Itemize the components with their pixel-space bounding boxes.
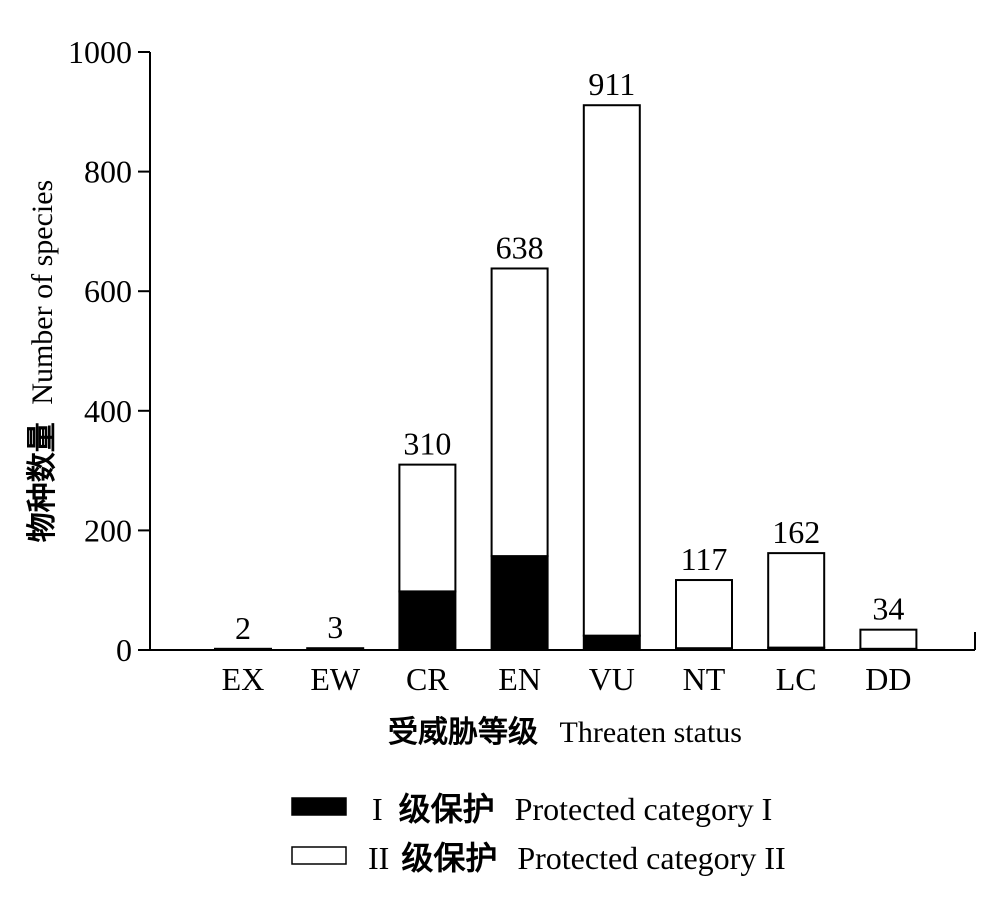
y-tick-label: 400	[84, 393, 132, 429]
x-category-label-cr: CR	[406, 661, 449, 697]
bar-segment-vu-series-1	[582, 634, 641, 652]
legend-cn-2: 级保护	[401, 839, 497, 877]
bar-segment-cr-series-2	[398, 463, 457, 593]
y-axis-title: 物种数量 Number of species	[25, 180, 60, 542]
legend-swatch-category-1	[291, 797, 347, 816]
legend-cn-1: 级保护	[399, 790, 495, 828]
bar-total-label-lc: 162	[772, 514, 820, 550]
y-tick-label: 1000	[68, 34, 132, 70]
bar-segment-vu-series-2	[582, 104, 641, 637]
bars-group	[214, 104, 918, 652]
x-category-label-nt: NT	[683, 661, 726, 697]
y-tick-label: 800	[84, 154, 132, 190]
bar-segment-ew-series-2	[306, 647, 365, 651]
x-axis-categories: EX EW CR EN VU NT LC DD	[222, 661, 912, 697]
x-category-label-dd: DD	[865, 661, 911, 697]
y-tick-label: 200	[84, 512, 132, 548]
x-axis-title-en: Threaten status	[560, 716, 742, 749]
x-axis-title: 受威胁等级 Threaten status	[388, 715, 742, 750]
legend-en-1: Protected category I	[515, 791, 773, 827]
bar-segment-dd-series-2	[859, 628, 918, 650]
legend-en-2: Protected category II	[517, 840, 785, 876]
y-axis-ticks: 0 200 400 600 800 1000	[68, 34, 150, 668]
legend-marker-1: I	[372, 791, 383, 827]
x-category-label-en: EN	[498, 661, 541, 697]
y-axis-title-en: Number of species	[26, 180, 59, 405]
bar-total-label-en: 638	[496, 229, 544, 265]
legend: I 级保护 Protected category I II 级保护 Protec…	[291, 790, 786, 877]
legend-label-category-2: II 级保护 Protected category II	[368, 839, 786, 877]
x-axis-title-cn: 受威胁等级	[388, 715, 538, 750]
bar-total-label-ew: 3	[327, 609, 343, 645]
bar-segment-nt-series-2	[675, 579, 733, 650]
x-category-label-ex: EX	[222, 661, 265, 697]
bar-total-labels: 2 3 310 638 911 117 162 34	[235, 66, 904, 646]
y-tick-label: 0	[116, 632, 132, 668]
bar-segment-cr-series-1	[398, 590, 457, 651]
bar-total-label-ex: 2	[235, 610, 251, 646]
bar-total-label-dd: 34	[872, 591, 904, 627]
x-category-label-ew: EW	[310, 661, 361, 697]
bar-segment-ex-series-2	[214, 647, 272, 652]
bar-total-label-cr: 310	[403, 426, 451, 462]
bar-segment-en-series-1	[490, 555, 549, 652]
bar-total-label-vu: 911	[588, 66, 635, 102]
legend-label-category-1: I 级保护 Protected category I	[372, 790, 772, 828]
legend-swatch-category-2	[291, 846, 347, 865]
legend-marker-2: II	[368, 840, 389, 876]
y-tick-label: 600	[84, 273, 132, 309]
x-category-label-vu: VU	[589, 661, 635, 697]
bar-segment-lc-series-2	[767, 552, 826, 649]
bar-total-label-nt: 117	[681, 541, 728, 577]
x-category-label-lc: LC	[776, 661, 817, 697]
y-axis-title-cn: 物种数量	[25, 422, 60, 542]
bar-segment-en-series-2	[490, 267, 549, 558]
